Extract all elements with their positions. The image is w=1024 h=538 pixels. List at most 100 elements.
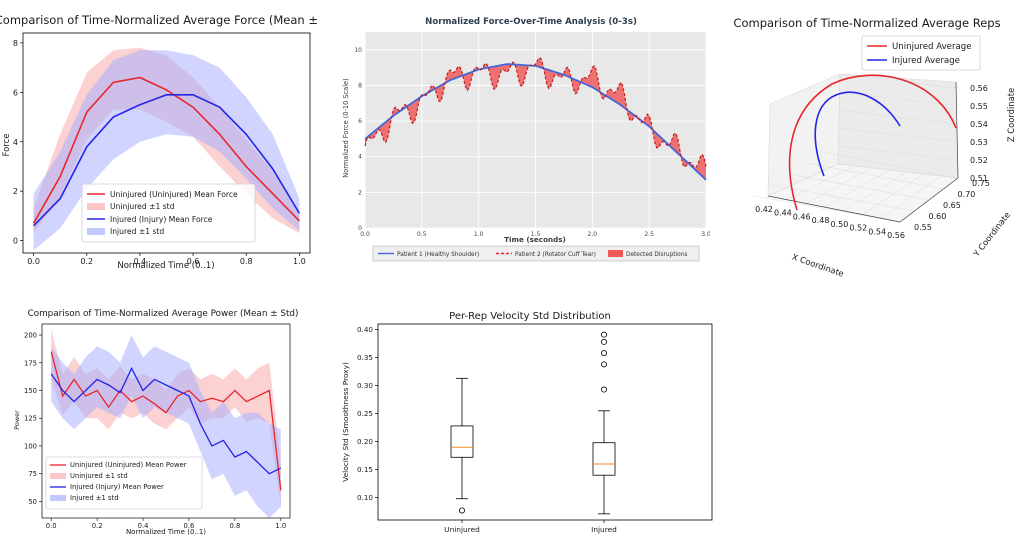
velocity-category-label: Injured	[591, 525, 617, 534]
reps3d-gridline-x	[862, 173, 924, 215]
reps3d-axes-box	[753, 73, 959, 223]
force-uninjured-mean-line	[32, 76, 300, 224]
reps3d-xtick-label: 0.46	[793, 212, 811, 221]
reps3d-gridline-z	[839, 109, 959, 125]
velocity-uninjured-outlier	[459, 507, 466, 514]
reps3d-ytick-label: 0.70	[958, 190, 976, 199]
velocity-injured-outlier	[600, 361, 607, 368]
reps3d-xtick-label: 0.48	[812, 216, 830, 225]
reps3d-xtick-label: 0.52	[849, 224, 867, 233]
reps3d-ztick-label: 0.56	[970, 84, 988, 93]
power-ylabel: Power	[13, 410, 21, 430]
analysis-patient2-line	[364, 56, 707, 169]
reps3d-gridline-z	[839, 163, 959, 179]
reps3d-ytick-label: 0.60	[929, 212, 947, 221]
velocity-chart: Per-Rep Velocity Std Distribution Uninju…	[341, 311, 713, 534]
power-ytick-label: 175	[24, 359, 37, 367]
power-injured-mean-line	[50, 366, 282, 475]
reps3d-gridline-z	[839, 91, 959, 107]
power-legend-label-uninjured-std: Uninjured ±1 std	[70, 472, 128, 480]
power-legend-swatch-uninjured-std	[50, 473, 66, 479]
velocity-injured-outlier	[600, 350, 607, 357]
analysis-legend-label-disruptions: Detected Disruptions	[626, 252, 687, 258]
force-xtick-label: 0.2	[80, 257, 93, 266]
velocity-ylabel: Velocity Std (Smoothness Proxy)	[341, 362, 350, 482]
analysis-xtick-label: 1.5	[531, 231, 541, 238]
force-legend-label-injured-std: Injured ±1 std	[110, 227, 164, 236]
analysis-ytick-label: 8	[358, 82, 362, 89]
velocity-category-label: Uninjured	[444, 525, 480, 534]
reps3d-ytick-label: 0.55	[914, 223, 932, 232]
force-xtick-label: 0.0	[27, 257, 40, 266]
force-injured-std-band	[33, 50, 300, 251]
reps3d-legend: Uninjured Average Injured Average	[861, 35, 981, 71]
power-xtick-label: 0.6	[184, 522, 195, 530]
analysis-xtick-label: 2.5	[644, 231, 654, 238]
analysis-xtick-label: 2.0	[588, 231, 598, 238]
force-ytick-label: 8	[13, 39, 18, 48]
velocity-ytick-label: 0.20	[357, 437, 373, 446]
reps3d-gridline-x	[880, 175, 942, 219]
reps3d-zlabel: Z Coordinate	[1006, 88, 1016, 142]
reps3d-gridline-x	[786, 165, 856, 200]
velocity-ytick-label: 0.40	[357, 325, 373, 334]
velocity-injured-outlier	[600, 338, 607, 345]
analysis-ylabel: Normalized Force (0-10 Scale)	[342, 78, 350, 177]
analysis-ytick-label: 0	[358, 225, 362, 232]
power-ytick-label: 125	[24, 415, 37, 423]
reps3d-gridline-y	[771, 184, 915, 212]
reps3d-ztick-label: 0.55	[970, 102, 988, 111]
force-xtick-label: 0.6	[187, 257, 200, 266]
velocity-injured-outlier	[600, 386, 607, 393]
velocity-ytick-label: 0.25	[357, 409, 373, 418]
reps3d-legend-label-injured: Injured Average	[892, 56, 960, 66]
force-chart: Comparison of Time-Normalized Average Fo…	[0, 13, 318, 271]
velocity-ytick-label: 0.15	[357, 465, 373, 474]
power-legend-label-injured-mean: Injured (Injury) Mean Power	[70, 483, 164, 491]
force-ylabel: Force	[2, 134, 12, 157]
power-ytick-label: 150	[24, 387, 37, 395]
power-legend: Uninjured (Uninjured) Mean Power Uninjur…	[45, 456, 203, 510]
reps3d-ztick-label: 0.52	[970, 156, 988, 165]
force-legend-label-injured-mean: Injured (Injury) Mean Force	[110, 215, 213, 224]
analysis-ytick-label: 2	[358, 189, 362, 196]
force-chart-title: Comparison of Time-Normalized Average Fo…	[0, 13, 318, 27]
reps3d-legend-label-uninjured: Uninjured Average	[892, 42, 972, 52]
force-legend-swatch-injured-std	[87, 228, 105, 235]
power-ytick-label: 100	[24, 442, 37, 450]
reps3d-chart-title: Comparison of Time-Normalized Average Re…	[733, 16, 1000, 30]
analysis-chart: Normalized Force-Over-Time Analysis (0-3…	[336, 10, 710, 266]
velocity-plot-area	[377, 323, 713, 521]
reps3d-chart: Comparison of Time-Normalized Average Re…	[733, 16, 1016, 279]
velocity-uninjured-box	[450, 425, 474, 458]
reps3d-xtick-label: 0.50	[831, 220, 849, 229]
reps3d-xtick-label: 0.56	[887, 231, 905, 240]
velocity-ytick-label: 0.10	[357, 493, 373, 502]
analysis-legend-swatch-disruptions	[608, 250, 623, 257]
reps3d-xtick-label: 0.42	[755, 205, 773, 214]
force-xtick-label: 0.4	[134, 257, 147, 266]
velocity-ytick-label: 0.35	[357, 353, 373, 362]
reps3d-ztick-label: 0.53	[970, 138, 988, 147]
power-legend-label-injured-std: Injured ±1 std	[70, 494, 119, 502]
analysis-xlabel: Time (seconds)	[504, 235, 566, 244]
reps3d-ztick-label: 0.54	[970, 120, 988, 129]
reps3d-ytick-label: 0.75	[972, 179, 990, 188]
analysis-xtick-label: 1.0	[474, 231, 484, 238]
power-xtick-label: 0.8	[229, 522, 240, 530]
velocity-chart-title: Per-Rep Velocity Std Distribution	[449, 311, 611, 322]
analysis-disruptions-area	[365, 57, 706, 180]
reps3d-gridline-x	[805, 167, 873, 204]
force-ytick-label: 6	[13, 88, 18, 97]
reps3d-ytick-label: 0.65	[943, 201, 961, 210]
reps3d-xtick-label: 0.44	[774, 209, 792, 218]
analysis-legend: Patient 1 (Healthy Shoulder) Patient 2 (…	[372, 245, 700, 262]
analysis-ytick-label: 6	[358, 118, 362, 125]
analysis-ytick-label: 4	[358, 154, 362, 161]
analysis-patient1-line	[364, 63, 707, 181]
analysis-xtick-label: 0.0	[360, 231, 370, 238]
velocity-ytick-label: 0.30	[357, 381, 373, 390]
force-ytick-label: 0	[13, 237, 18, 246]
reps3d-gridline-x	[843, 171, 907, 212]
analysis-legend-label-patient1: Patient 1 (Healthy Shoulder)	[397, 252, 479, 258]
